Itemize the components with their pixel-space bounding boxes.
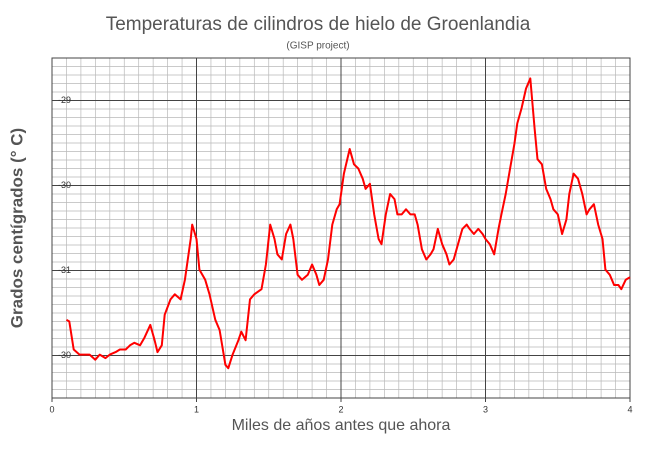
x-tick-label: 4: [627, 404, 632, 414]
x-tick-label: 3: [483, 404, 488, 414]
y-axis-label: Grados centígrados (° C): [7, 128, 26, 328]
y-tick-label: -29: [58, 95, 71, 105]
plot-frame: [51, 57, 631, 399]
chart-title: Temperaturas de cilindros de hielo de Gr…: [106, 14, 531, 35]
data-line: [65, 77, 631, 370]
chart-subtitle: (GISP project): [286, 41, 349, 52]
x-tick-label: 1: [194, 404, 199, 414]
y-tick-label: -30: [58, 350, 71, 360]
y-tick-label: -30: [58, 180, 71, 190]
x-tick-label: 2: [338, 404, 343, 414]
y-tick-label: -31: [58, 265, 71, 275]
x-axis-label: Miles de años antes que ahora: [232, 417, 451, 434]
x-tick-label: 0: [49, 404, 54, 414]
